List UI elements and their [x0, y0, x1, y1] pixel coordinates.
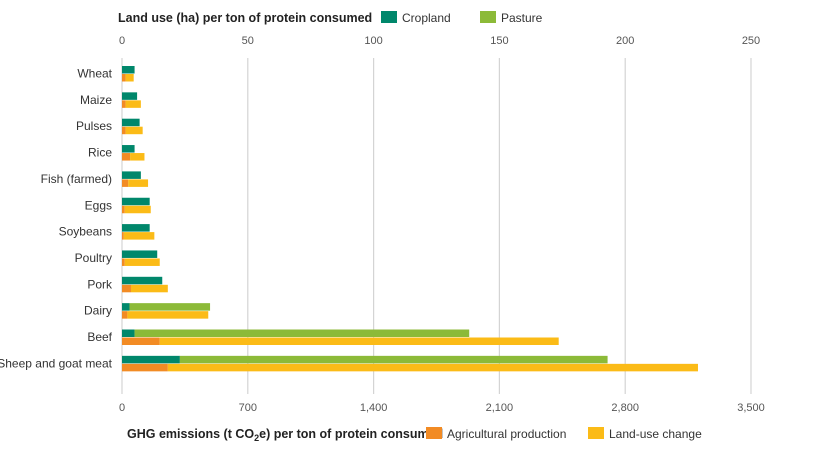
- bottom-tick-label: 1,400: [360, 402, 388, 414]
- legend-swatch-pasture: [480, 11, 496, 23]
- bar-cropland: [122, 276, 163, 285]
- bar-land-use-change: [127, 311, 209, 319]
- bottom-axis-ticks: 0 700 1,400 2,100 2,800 3,500: [119, 402, 765, 414]
- top-tick-label: 100: [364, 35, 382, 47]
- category-label: Wheat: [77, 67, 112, 81]
- category-label: Dairy: [84, 304, 112, 318]
- bar-pasture: [129, 303, 211, 311]
- bottom-tick-label: 2,100: [486, 402, 514, 414]
- bar-cropland: [122, 355, 180, 364]
- bar-land-use-change: [128, 179, 149, 187]
- bar-agricultural-production: [122, 311, 128, 319]
- bottom-tick-label: 2,800: [611, 402, 639, 414]
- top-axis-title: Land use (ha) per ton of protein consume…: [118, 11, 372, 25]
- bottom-tick-label: 3,500: [737, 402, 765, 414]
- bar-agricultural-production: [122, 100, 126, 108]
- bar-land-use-change: [125, 100, 141, 108]
- bar-cropland: [122, 118, 140, 127]
- bottom-axis-title: GHG emissions (t CO2e) per ton of protei…: [127, 427, 443, 443]
- bar-agricultural-production: [122, 337, 160, 345]
- bar-cropland: [122, 92, 138, 100]
- bar-land-use-change: [130, 284, 168, 293]
- bottom-tick-label: 700: [239, 402, 257, 414]
- bar-land-use-change: [123, 232, 155, 240]
- bar-agricultural-production: [122, 126, 126, 135]
- bar-cropland: [122, 197, 150, 206]
- top-tick-label: 250: [742, 35, 760, 47]
- bar-land-use-change: [125, 126, 143, 135]
- category-label: Maize: [80, 93, 112, 107]
- bar-agricultural-production: [122, 363, 168, 372]
- top-tick-label: 0: [119, 35, 125, 47]
- bar-land-use-change: [125, 74, 134, 82]
- legend-swatch-cropland: [381, 11, 397, 23]
- bar-land-use-change: [167, 363, 698, 372]
- bottom-tick-label: 0: [119, 402, 125, 414]
- bar-cropland: [122, 250, 158, 258]
- category-label: Poultry: [75, 251, 112, 265]
- category-label: Rice: [88, 146, 112, 160]
- bar-cropland: [122, 329, 135, 337]
- bar-cropland: [122, 303, 130, 311]
- bar-agricultural-production: [122, 258, 125, 266]
- top-tick-label: 50: [242, 35, 254, 47]
- legend-swatch-agricultural-production: [426, 427, 442, 439]
- category-label: Pulses: [76, 119, 112, 133]
- top-tick-label: 200: [616, 35, 634, 47]
- bottom-axis-title-subscript: 2: [254, 433, 259, 443]
- bar-pasture: [134, 329, 470, 337]
- bar-land-use-change: [124, 258, 160, 266]
- bar-agricultural-production: [122, 153, 131, 161]
- category-label: Pork: [87, 277, 113, 291]
- legend-label-pasture: Pasture: [501, 11, 543, 25]
- bar-cropland: [122, 145, 135, 153]
- bar-agricultural-production: [122, 232, 124, 240]
- bottom-axis-title-main: GHG emissions (t CO: [127, 427, 254, 441]
- category-label: Fish (farmed): [41, 172, 112, 186]
- bar-pasture: [179, 355, 608, 364]
- legend-label-agricultural-production: Agricultural production: [447, 427, 566, 441]
- category-label: Sheep and goat meat: [0, 356, 113, 370]
- bar-agricultural-production: [122, 179, 129, 187]
- bar-cropland: [122, 66, 135, 74]
- top-tick-label: 150: [490, 35, 508, 47]
- category-labels: Wheat Maize Pulses Rice Fish (farmed) Eggs Soy…: [0, 67, 113, 371]
- bar-agricultural-production: [122, 284, 131, 293]
- category-label: Beef: [87, 330, 112, 344]
- bar-land-use-change: [124, 205, 151, 214]
- bar-land-use-change: [159, 337, 559, 345]
- bar-cropland: [122, 224, 150, 232]
- bottom-axis-title-end: e) per ton of protein consumed: [259, 427, 443, 441]
- bar-agricultural-production: [122, 205, 125, 214]
- category-label: Soybeans: [59, 225, 112, 239]
- top-axis-ticks: 0 50 100 150 200 250: [119, 35, 760, 47]
- category-label: Eggs: [85, 198, 112, 212]
- legend-swatch-land-use-change: [588, 427, 604, 439]
- bar-cropland: [122, 171, 141, 179]
- bars: [122, 66, 698, 372]
- bar-land-use-change: [130, 153, 145, 161]
- bar-agricultural-production: [122, 74, 126, 82]
- legend-label-cropland: Cropland: [402, 11, 451, 25]
- legend-label-land-use-change: Land-use change: [609, 427, 702, 441]
